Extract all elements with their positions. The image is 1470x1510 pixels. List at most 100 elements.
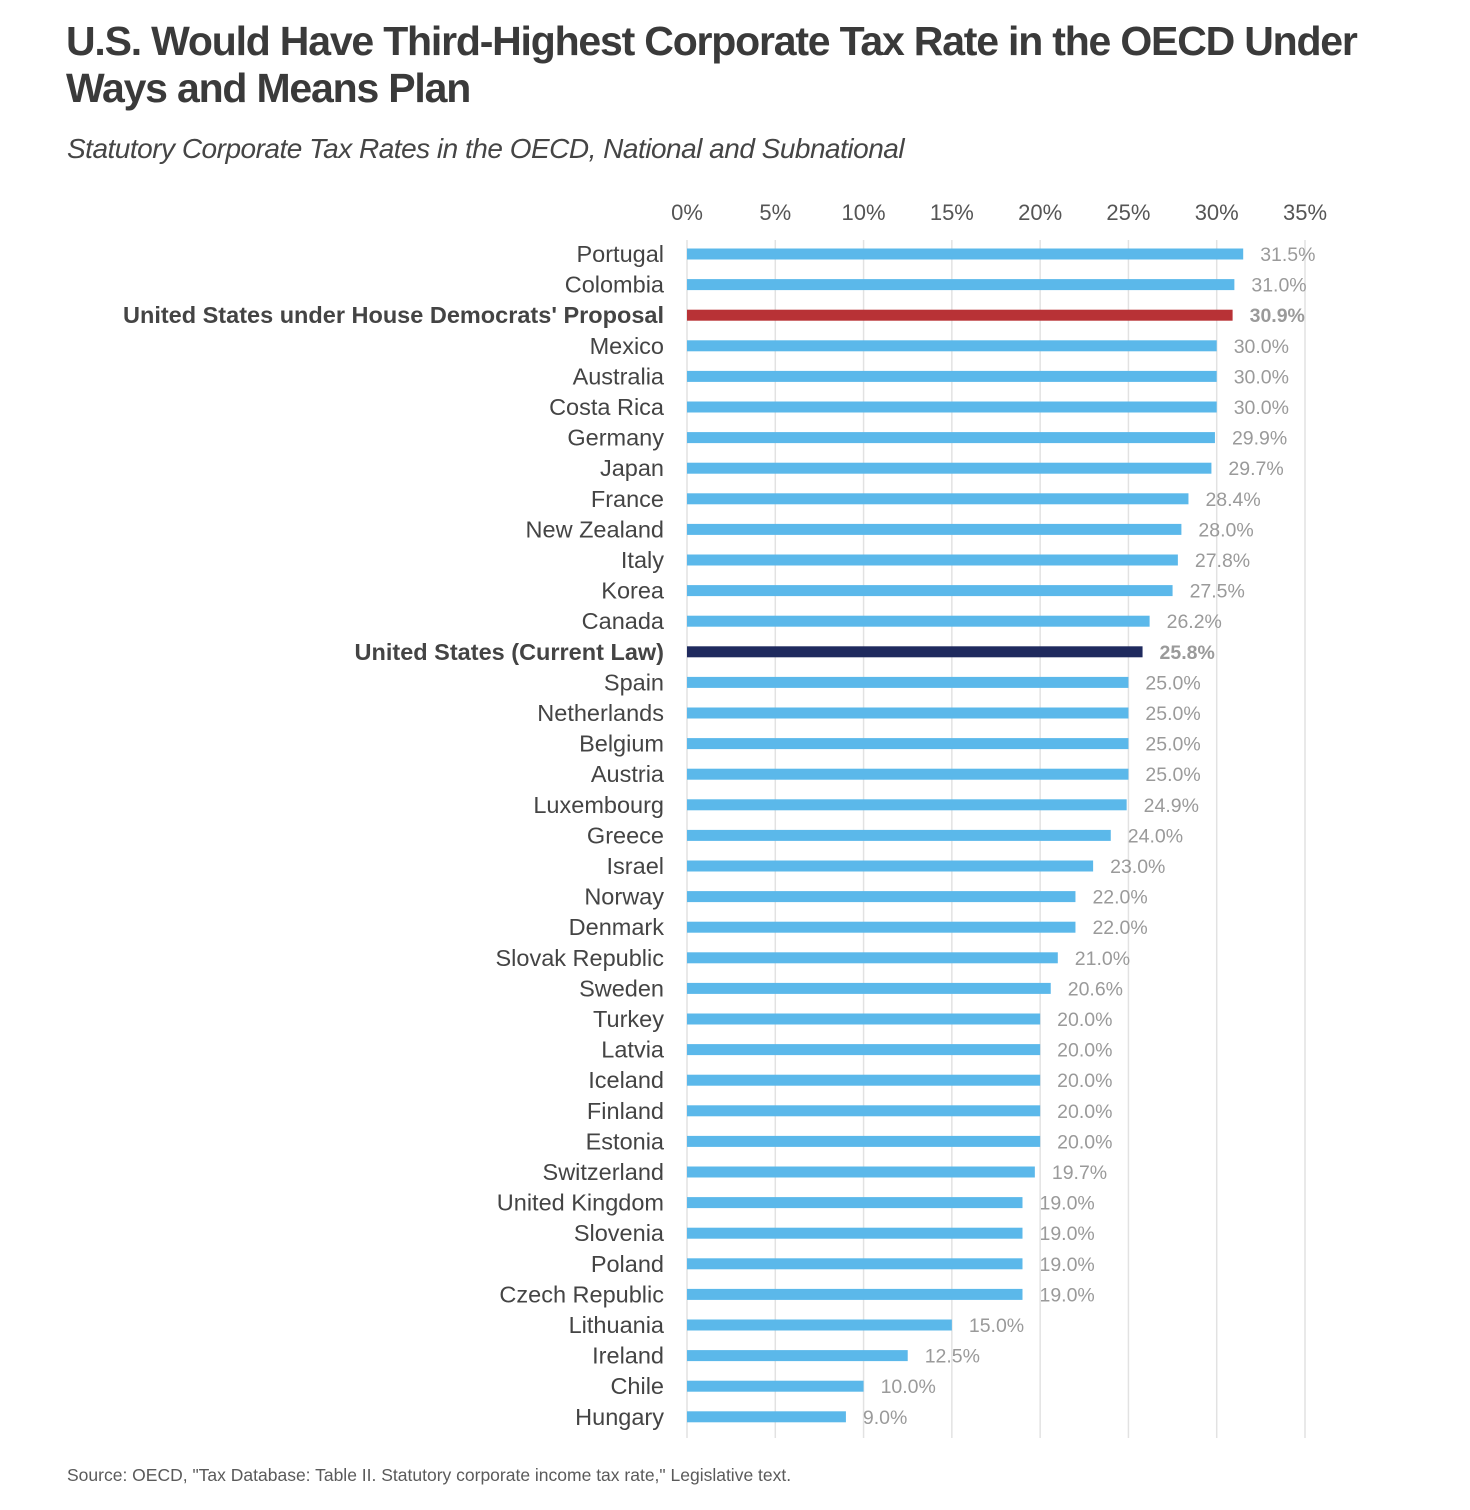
bar [687,829,1111,841]
bar [687,1380,864,1392]
value-label: 10.0% [881,1376,936,1398]
category-label: Netherlands [537,700,664,726]
category-label: France [591,486,664,512]
bar [687,1258,1023,1270]
bar [687,340,1217,352]
value-label: 22.0% [1092,887,1147,909]
x-axis-ticks: 0% 5% 10% 15% 20% 25% 30% 35% [671,200,1327,225]
bar [687,279,1235,291]
bar [687,921,1076,933]
category-label: Belgium [579,731,664,757]
category-label: Colombia [565,272,665,298]
category-label: Switzerland [543,1159,664,1185]
bar [687,523,1182,535]
bar [687,982,1051,994]
bar [687,432,1215,444]
bar [687,401,1217,413]
bar [687,1350,908,1362]
x-tick-label: 15% [930,200,974,225]
category-label: Germany [567,425,664,451]
value-label: 31.5% [1260,244,1315,266]
bar [687,1197,1023,1209]
category-label: Canada [582,608,665,634]
value-label: 12.5% [925,1346,980,1368]
value-label: 25.0% [1145,764,1200,786]
value-label: 29.7% [1228,458,1283,480]
value-label: 28.0% [1198,519,1253,541]
value-label: 20.0% [1057,1101,1112,1123]
category-label: Italy [621,547,664,573]
bar [687,952,1058,964]
category-label: Chile [610,1373,664,1399]
category-label: Spain [604,669,664,695]
category-label: Czech Republic [499,1281,664,1307]
value-label: 31.0% [1251,275,1306,297]
bar [687,1044,1041,1056]
bar [687,462,1212,474]
bar [687,707,1129,719]
value-label: 9.0% [863,1407,907,1429]
value-label: 24.0% [1128,825,1183,847]
value-label: 19.0% [1039,1193,1094,1215]
value-label: 25.8% [1160,642,1215,664]
value-label: 26.2% [1167,611,1222,633]
category-label: Norway [584,884,664,910]
bar [687,1166,1035,1178]
category-label: Iceland [588,1067,664,1093]
value-label: 30.9% [1250,305,1305,327]
bar [687,1105,1041,1117]
bar [687,676,1129,688]
chart-subtitle: Statutory Corporate Tax Rates in the OEC… [67,133,905,164]
bar [687,646,1143,658]
value-label: 27.8% [1195,550,1250,572]
category-label: United States under House Democrats' Pro… [123,302,664,328]
bar [687,891,1076,903]
value-label: 15.0% [969,1315,1024,1337]
bar [687,1135,1041,1147]
bar [687,248,1244,260]
value-label: 20.6% [1068,978,1123,1000]
category-label: Finland [587,1098,664,1124]
bar [687,799,1127,811]
category-label: Estonia [586,1128,665,1154]
bar [687,1288,1023,1300]
x-tick-label: 20% [1018,200,1062,225]
bar [687,738,1129,750]
category-label: Latvia [601,1037,665,1063]
value-label: 19.0% [1039,1223,1094,1245]
x-tick-label: 5% [759,200,791,225]
category-labels: Portugal Colombia United States under Hous… [123,241,665,1430]
value-label: 25.0% [1145,703,1200,725]
bar [687,493,1189,505]
bar [687,1319,952,1331]
value-label: 30.0% [1234,366,1289,388]
value-labels: 31.5% 31.0% 30.9% 30.0% 30.0% 30.0% 29.9% 29.7%… [863,244,1316,1429]
value-label: 19.0% [1039,1284,1094,1306]
bar [687,768,1129,780]
bar [687,370,1217,382]
chart-title: U.S. Would Have Third-Highest Corporate … [66,18,1358,111]
category-label: Turkey [593,1006,664,1032]
value-label: 22.0% [1092,917,1147,939]
category-label: Slovak Republic [495,945,664,971]
value-label: 24.9% [1144,795,1199,817]
x-tick-label: 0% [671,200,703,225]
value-label: 30.0% [1234,336,1289,358]
x-tick-label: 30% [1195,200,1239,225]
category-label: Lithuania [569,1312,665,1338]
category-label: Denmark [569,914,665,940]
category-label: Ireland [592,1343,664,1369]
category-label: Greece [587,822,664,848]
category-label: Korea [601,578,665,604]
value-label: 30.0% [1234,397,1289,419]
value-label: 28.4% [1205,489,1260,511]
category-label: Austria [591,761,665,787]
category-label: Poland [591,1251,664,1277]
category-label: Sweden [579,975,664,1001]
category-label: Japan [600,455,664,481]
bar [687,554,1178,566]
x-tick-label: 35% [1283,200,1327,225]
value-label: 27.5% [1190,581,1245,603]
bar-chart: 0% 5% 10% 15% 20% 25% 30% 35% Portugal Colombia U… [123,200,1327,1438]
value-label: 23.0% [1110,856,1165,878]
